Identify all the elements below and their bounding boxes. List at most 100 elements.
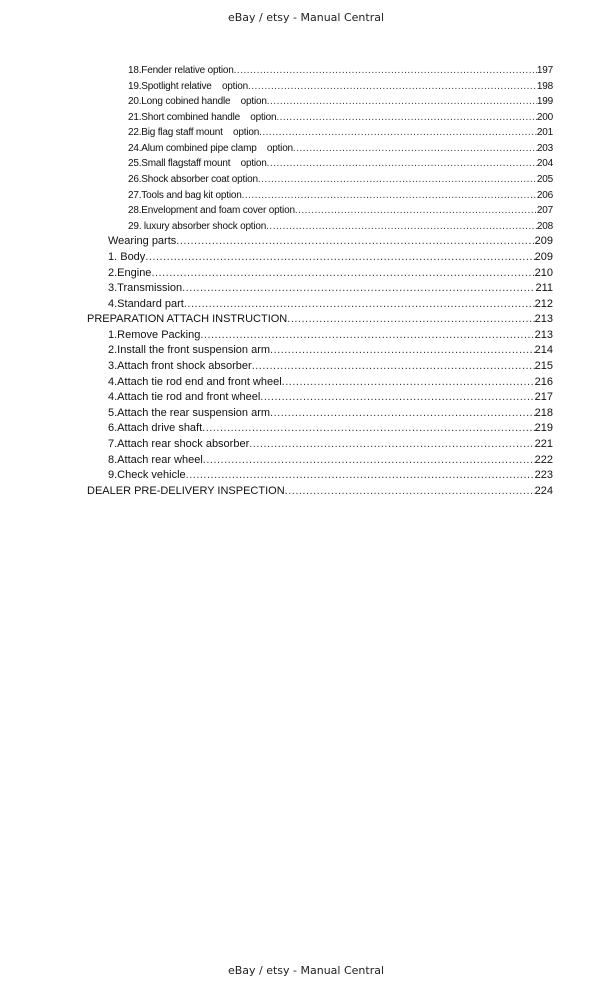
toc-entry-title: 2.Install the front suspension arm — [108, 344, 271, 357]
toc-entry-title: 28.Envelopment and foam cover option — [128, 205, 295, 217]
toc-entry[interactable]: 21.Short combined handle option 200 — [128, 110, 553, 125]
toc-entry[interactable]: 8.Attach rear wheel 222 — [108, 453, 553, 468]
dot-leader — [182, 281, 535, 296]
dot-leader — [151, 266, 534, 281]
toc-entry-page: 222 — [534, 453, 553, 466]
toc-entry-page: 210 — [534, 266, 553, 279]
dot-leader — [203, 453, 535, 468]
dot-leader — [285, 484, 535, 499]
toc-entry[interactable]: 27.Tools and bag kit option 206 — [128, 188, 553, 203]
toc-entry-page: 214 — [534, 344, 553, 357]
toc-entry[interactable]: 1. Body 209 — [108, 250, 553, 265]
toc-entry[interactable]: 3.Transmission 211 — [108, 281, 553, 296]
toc-entry-page: 212 — [534, 297, 553, 310]
toc-entry-title: 7.Attach rear shock absorber — [108, 437, 250, 450]
dot-leader — [249, 437, 534, 452]
toc-entry-page: 208 — [536, 220, 553, 232]
dot-leader — [258, 172, 537, 187]
toc-entry-page: 198 — [536, 80, 553, 92]
dot-leader — [252, 359, 535, 374]
toc-entry[interactable]: 4.Attach tie rod end and front wheel 216 — [108, 375, 553, 390]
toc-entry[interactable]: 18.Fender relative option 197 — [128, 63, 553, 78]
toc-entry[interactable]: 2.Engine 210 — [108, 266, 553, 281]
dot-leader — [176, 234, 534, 249]
toc-entry-title: 1. Body — [108, 250, 146, 263]
dot-leader — [295, 203, 537, 218]
toc-entry-title: 4.Attach tie rod end and front wheel — [108, 375, 282, 388]
toc-entry-title: 19.Spotlight relative option — [128, 80, 248, 92]
toc-entry-page: 216 — [534, 375, 553, 388]
toc-entry-title: 4.Attach tie rod and front wheel — [108, 391, 261, 404]
toc-entry-page: 201 — [536, 127, 553, 139]
dot-leader — [270, 406, 535, 421]
dot-leader — [186, 468, 535, 483]
dot-leader — [267, 94, 537, 109]
toc-entry-page: 204 — [536, 158, 553, 170]
toc-entry[interactable]: 9.Check vehicle 223 — [108, 468, 553, 483]
toc-entry[interactable]: DEALER PRE-DELIVERY INSPECTION 224 — [87, 484, 553, 499]
toc-entry[interactable]: 7.Attach rear shock absorber 221 — [108, 437, 553, 452]
toc-entry-title: 9.Check vehicle — [108, 469, 186, 482]
toc-entry-page: 218 — [534, 406, 553, 419]
toc-entry-title: 2.Engine — [108, 266, 152, 279]
toc-entry[interactable]: 3.Attach front shock absorber 215 — [108, 359, 553, 374]
toc-entry[interactable]: 19.Spotlight relative option 198 — [128, 79, 553, 94]
toc-entry[interactable]: 26.Shock absorber coat option 205 — [128, 172, 553, 187]
toc-entry[interactable]: 29. luxury absorber shock option 208 — [128, 219, 553, 234]
dot-leader — [287, 312, 534, 327]
dot-leader — [145, 250, 534, 265]
toc-entry-title: PREPARATION ATTACH INSTRUCTION — [87, 313, 288, 326]
toc-entry[interactable]: 1.Remove Packing 213 — [108, 328, 553, 343]
toc-entry-page: 221 — [534, 437, 553, 450]
toc-entry-page: 219 — [534, 422, 553, 435]
toc-entry-title: 3.Attach front shock absorber — [108, 360, 252, 373]
toc-entry-title: 22.Big flag staff mount option — [128, 127, 260, 139]
toc-entry-page: 213 — [534, 313, 553, 326]
dot-leader — [270, 343, 535, 358]
toc-entry-title: 27.Tools and bag kit option — [128, 189, 242, 201]
dot-leader — [293, 141, 537, 156]
toc-entry[interactable]: 22.Big flag staff mount option 201 — [128, 125, 553, 140]
toc-entry[interactable]: 28.Envelopment and foam cover option 207 — [128, 203, 553, 218]
dot-leader — [202, 421, 534, 436]
toc-entry-page: 205 — [536, 174, 553, 186]
toc-entry-title: 24.Alum combined pipe clamp option — [128, 142, 293, 154]
toc-entry[interactable]: 4.Attach tie rod and front wheel 217 — [108, 390, 553, 405]
page-footer: eBay / etsy - Manual Central — [227, 964, 385, 977]
toc-entry-title: 21.Short combined handle option — [128, 111, 277, 123]
toc-entry-title: 20.Long cobined handle option — [128, 96, 267, 108]
toc-entry-page: 209 — [534, 250, 553, 263]
toc-entry[interactable]: 5.Attach the rear suspension arm 218 — [108, 406, 553, 421]
toc-entry[interactable]: 2.Install the front suspension arm 214 — [108, 343, 553, 358]
toc-entry-page: 215 — [534, 360, 553, 373]
toc-entry[interactable]: 4.Standard part 212 — [108, 297, 553, 312]
dot-leader — [259, 125, 537, 140]
toc-entry-title: 25.Small flagstaff mount option — [128, 158, 267, 170]
toc-entry[interactable]: 25.Small flagstaff mount option 204 — [128, 156, 553, 171]
toc-entry-title: 1.Remove Packing — [108, 328, 201, 341]
toc-entry-title: DEALER PRE-DELIVERY INSPECTION — [87, 484, 285, 497]
dot-leader — [282, 375, 535, 390]
toc-entry-title: 18.Fender relative option — [128, 65, 234, 76]
toc-entry-page: 200 — [536, 111, 553, 123]
dot-leader — [184, 297, 535, 312]
toc-entry[interactable]: 6.Attach drive shaft 219 — [108, 421, 553, 436]
toc-entry[interactable]: 24.Alum combined pipe clamp option 203 — [128, 141, 553, 156]
dot-leader — [276, 110, 537, 125]
toc-entry-page: 213 — [534, 328, 553, 341]
toc-entry-page: 206 — [536, 189, 553, 201]
toc-entry-page: 211 — [535, 282, 553, 295]
toc-entry[interactable]: 20.Long cobined handle option 199 — [128, 94, 553, 109]
dot-leader — [248, 79, 537, 94]
dot-leader — [234, 63, 537, 78]
toc-entry[interactable]: PREPARATION ATTACH INSTRUCTION 213 — [87, 312, 553, 327]
toc-entry-title: 26.Shock absorber coat option — [128, 174, 258, 186]
dot-leader — [267, 156, 537, 171]
dot-leader — [200, 328, 534, 343]
page-header: eBay / etsy - Manual Central — [227, 11, 385, 24]
toc-entry-page: 207 — [536, 205, 553, 217]
toc-entry-page: 209 — [534, 235, 553, 248]
toc-entry-title: 6.Attach drive shaft — [108, 422, 203, 435]
toc-entry[interactable]: Wearing parts 209 — [108, 234, 553, 249]
toc-entry-title: 4.Standard part — [108, 297, 184, 310]
